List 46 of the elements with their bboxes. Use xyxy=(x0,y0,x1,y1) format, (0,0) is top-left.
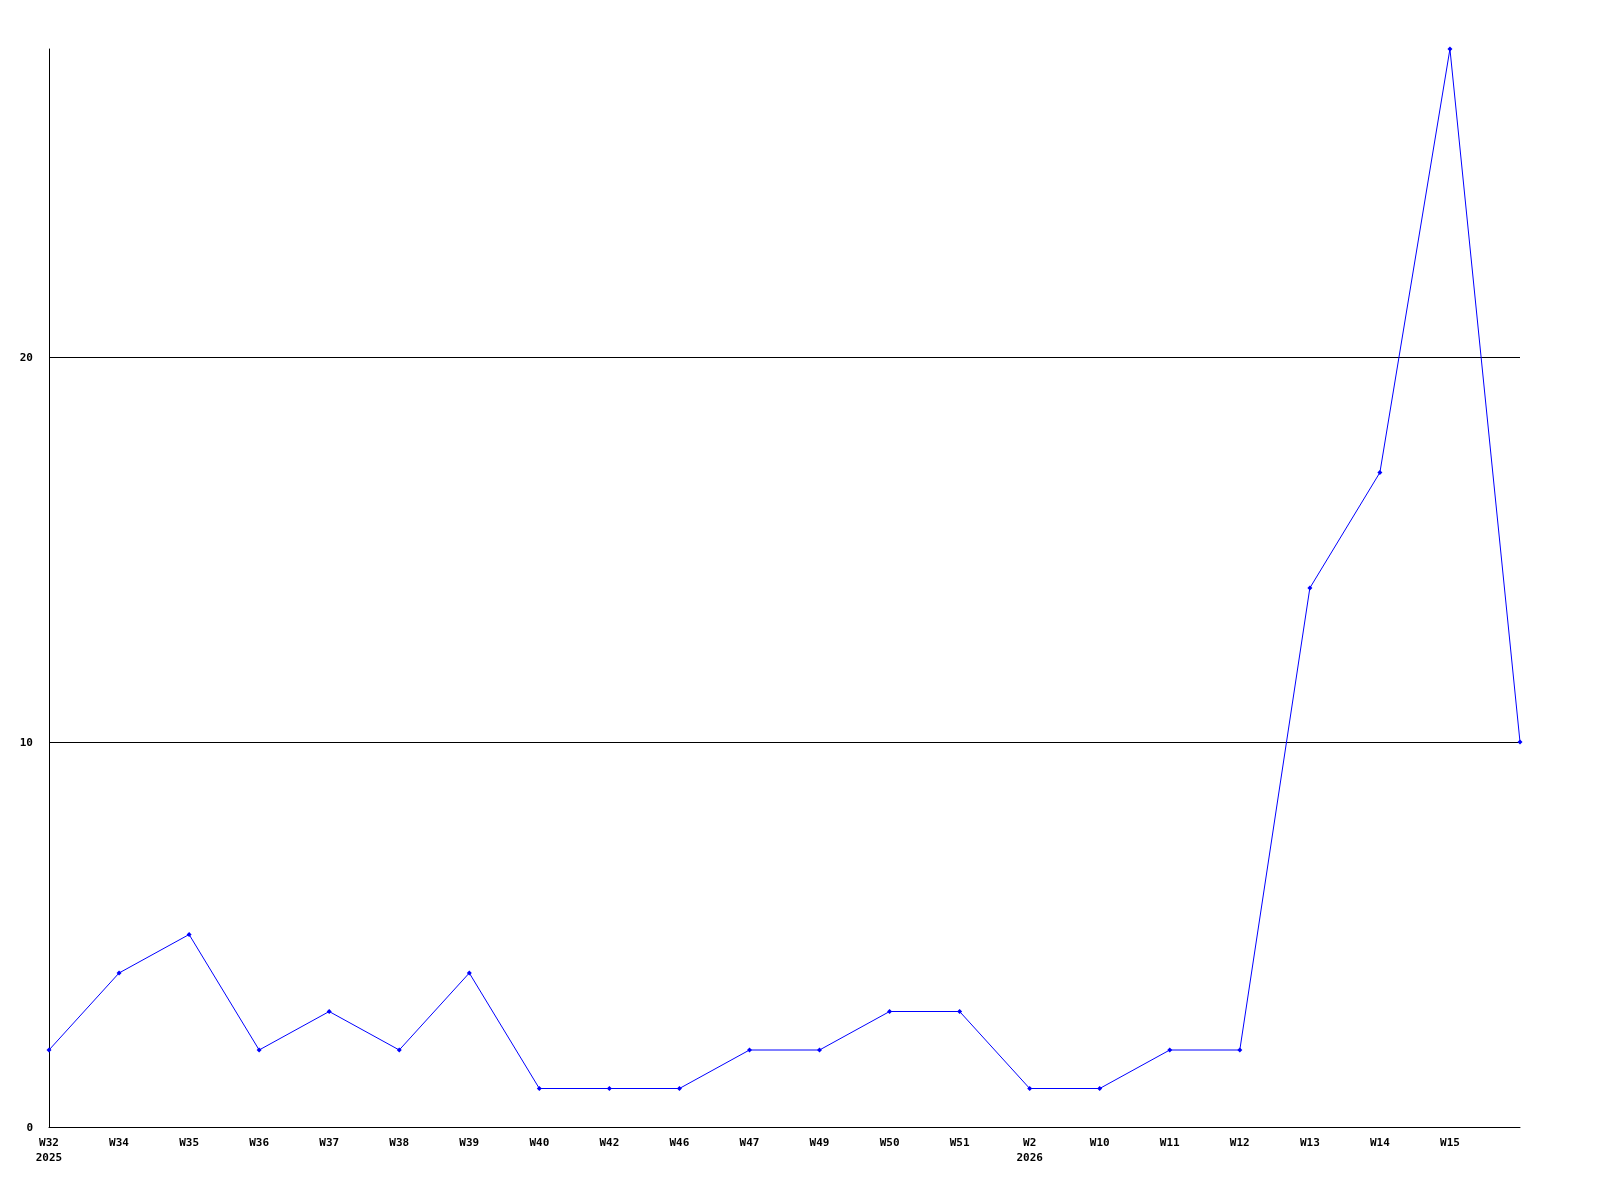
point xyxy=(466,970,472,976)
point xyxy=(1167,1047,1173,1053)
point xyxy=(186,932,192,937)
x-tick-label: W35 xyxy=(179,1136,200,1149)
point xyxy=(1097,1086,1103,1091)
point xyxy=(957,1009,963,1014)
x-tick-label: W37 xyxy=(319,1136,340,1149)
x-tick-label: W34 xyxy=(109,1136,130,1149)
point xyxy=(46,1047,52,1053)
x-tick-label: W15 xyxy=(1440,1136,1460,1149)
point xyxy=(1027,1086,1033,1091)
x-tick-label: W42 xyxy=(599,1136,620,1149)
x-tick-label: W14 xyxy=(1369,1136,1391,1149)
y-tick-label: 20 xyxy=(19,350,33,364)
point xyxy=(396,1047,402,1053)
x-tick-label: W13 xyxy=(1299,1136,1320,1149)
x-tick-label: W32 2025 xyxy=(35,1136,63,1164)
x-tick-label: W2 2026 xyxy=(1016,1136,1044,1164)
point xyxy=(1237,1047,1243,1053)
point xyxy=(1377,470,1383,475)
x-tick-label: W47 xyxy=(739,1136,760,1149)
x-tick-label: W50 xyxy=(879,1136,900,1149)
x-tick-label: W11 xyxy=(1159,1136,1181,1149)
point xyxy=(256,1047,262,1053)
y-tick-label: 10 xyxy=(19,735,33,749)
x-tick-label: W38 xyxy=(389,1136,410,1149)
x-tick-label: W40 xyxy=(529,1136,550,1149)
x-tick-label: W51 xyxy=(949,1136,970,1149)
point xyxy=(606,1086,612,1091)
x-tick-label: W49 xyxy=(809,1136,830,1149)
x-tick-label: W10 xyxy=(1089,1136,1110,1149)
x-tick-label: W36 xyxy=(249,1136,270,1149)
x-tick-label: W46 xyxy=(669,1136,690,1149)
x-tick-label: W12 xyxy=(1229,1136,1250,1149)
point xyxy=(1447,46,1453,52)
x-tick-label: W39 xyxy=(459,1136,480,1149)
point xyxy=(887,1009,893,1014)
y-tick-label: 0 xyxy=(26,1120,33,1134)
point xyxy=(1307,585,1313,591)
point xyxy=(817,1047,823,1053)
point xyxy=(116,970,122,976)
point xyxy=(746,1047,752,1053)
point xyxy=(676,1086,682,1091)
point xyxy=(1517,739,1523,745)
point xyxy=(326,1009,332,1014)
point xyxy=(536,1086,542,1091)
